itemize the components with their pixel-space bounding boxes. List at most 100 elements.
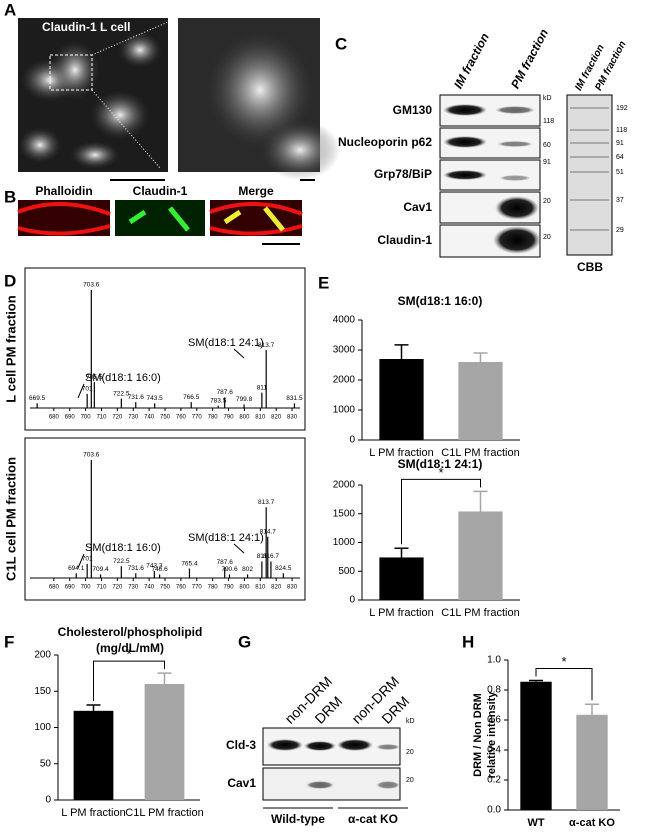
peak-label: 703.6 <box>83 282 100 289</box>
error-bar <box>473 490 488 512</box>
kd-marker: 51 <box>616 169 624 176</box>
x-tick-label: 700 <box>81 585 92 591</box>
bar <box>144 684 185 800</box>
x-tick-label: 690 <box>65 585 76 591</box>
significance-mark: * <box>561 654 566 669</box>
significance-mark: * <box>126 647 131 662</box>
x-tick-label: 690 <box>65 415 76 421</box>
x-tick-label: 750 <box>160 585 171 591</box>
x-tick-label: 750 <box>160 415 171 421</box>
peak-label: 731.6 <box>128 565 145 572</box>
y-tick-label: 3000 <box>333 345 356 356</box>
leader-line <box>233 348 245 359</box>
y-tick-label: 150 <box>34 686 51 697</box>
micrograph-b <box>17 200 303 245</box>
chart-title: SM(d18:1 16:0) <box>398 294 483 308</box>
error-bar <box>473 352 488 362</box>
kd-marker: 118 <box>543 118 554 125</box>
x-tick-label: 710 <box>96 415 107 421</box>
x-tick-label: 760 <box>176 415 187 421</box>
x-tick-label: 730 <box>128 415 139 421</box>
y-axis-label: C1L cell PM fraction <box>3 457 18 581</box>
y-tick-label: 2000 <box>333 375 356 386</box>
peak-label: 709.4 <box>92 566 109 573</box>
peak-label: 799.8 <box>236 396 253 403</box>
y-tick-label: 1000 <box>333 405 356 416</box>
peak-label: 787.6 <box>217 559 234 566</box>
blot-g <box>262 727 408 809</box>
peak-label: 802 <box>242 566 253 573</box>
x-tick-label: 720 <box>112 415 123 421</box>
kd-marker: 64 <box>616 154 624 161</box>
bar <box>379 359 424 440</box>
x-tick-label: 830 <box>287 585 298 591</box>
y-axis-label: relative intensity <box>486 691 498 779</box>
significance-bracket <box>401 478 481 545</box>
peak-label: 705.5 <box>86 374 103 381</box>
leader-line <box>233 543 245 554</box>
kd-marker: 91 <box>543 159 551 166</box>
y-tick-label: 0.2 <box>487 775 501 786</box>
panel-title: Claudin-1 L cell <box>42 20 130 34</box>
leader-line <box>77 553 85 569</box>
panel-label: A <box>4 0 16 19</box>
peak-label: 790.6 <box>221 566 238 573</box>
lane-label: IM fraction <box>451 31 492 91</box>
kd-marker: 29 <box>616 227 624 234</box>
x-tick-label: 830 <box>287 415 298 421</box>
kd-unit: kD <box>406 718 415 725</box>
panel-label: E <box>318 273 329 292</box>
kd-marker: 192 <box>616 105 628 112</box>
significance-bracket <box>535 668 593 701</box>
y-tick-label: 1000 <box>333 537 356 548</box>
y-tick-label: 4000 <box>333 315 356 326</box>
kd-unit: kD <box>543 95 552 102</box>
x-tick-label: C1L PM fraction <box>125 807 203 819</box>
annotation: SM(d18:1 16:0) <box>85 372 161 384</box>
bar <box>520 681 552 810</box>
x-tick-label: 800 <box>239 415 250 421</box>
x-tick-label: L PM fraction <box>369 607 433 619</box>
annotation: SM(d18:1 24:1) <box>188 337 264 349</box>
peak-label: 787.6 <box>217 389 234 396</box>
row-label: Nucleoporin p62 <box>338 135 432 149</box>
peak-label: 731.6 <box>128 394 145 401</box>
row-label: Cav1 <box>227 776 256 790</box>
x-tick-label: 770 <box>192 415 203 421</box>
x-tick-label: 680 <box>49 585 60 591</box>
x-tick-label: 680 <box>49 415 60 421</box>
row-label: Cav1 <box>403 200 432 214</box>
error-bar <box>394 547 409 558</box>
x-tick-label: 730 <box>128 585 139 591</box>
y-tick-label: 100 <box>34 722 51 733</box>
channel-label: Phalloidin <box>35 184 92 198</box>
panel-label: H <box>462 632 474 651</box>
peak-label: 813.7 <box>258 499 275 506</box>
kd-marker: 118 <box>616 127 627 134</box>
y-tick-label: 0.4 <box>487 745 501 756</box>
kd-marker: 20 <box>406 777 414 784</box>
peak-label: 669.5 <box>29 395 46 402</box>
bar <box>458 511 503 600</box>
peak-label: 831.5 <box>286 395 303 402</box>
x-tick-label: WT <box>527 817 544 829</box>
x-tick-label: α-cat KO <box>569 817 615 829</box>
significance-mark: * <box>438 465 443 480</box>
peak-label: 703.6 <box>83 452 100 459</box>
y-tick-label: 2000 <box>333 480 356 491</box>
peak-label: 701 <box>82 386 93 393</box>
spectrum-frame <box>24 437 306 601</box>
stain-label: CBB <box>577 260 603 274</box>
annotation: SM(d18:1 16:0) <box>85 542 161 554</box>
x-tick-label: 780 <box>208 585 219 591</box>
peak-label: 743.5 <box>147 395 164 402</box>
row-label: GM130 <box>393 103 433 117</box>
peak-label: 816.7 <box>263 553 280 560</box>
peak-label: 813.7 <box>258 342 275 349</box>
x-tick-label: 740 <box>144 585 155 591</box>
micrograph-a <box>18 18 340 181</box>
x-tick-label: 810 <box>255 585 266 591</box>
kd-marker: 91 <box>616 140 624 147</box>
bar <box>576 714 608 810</box>
